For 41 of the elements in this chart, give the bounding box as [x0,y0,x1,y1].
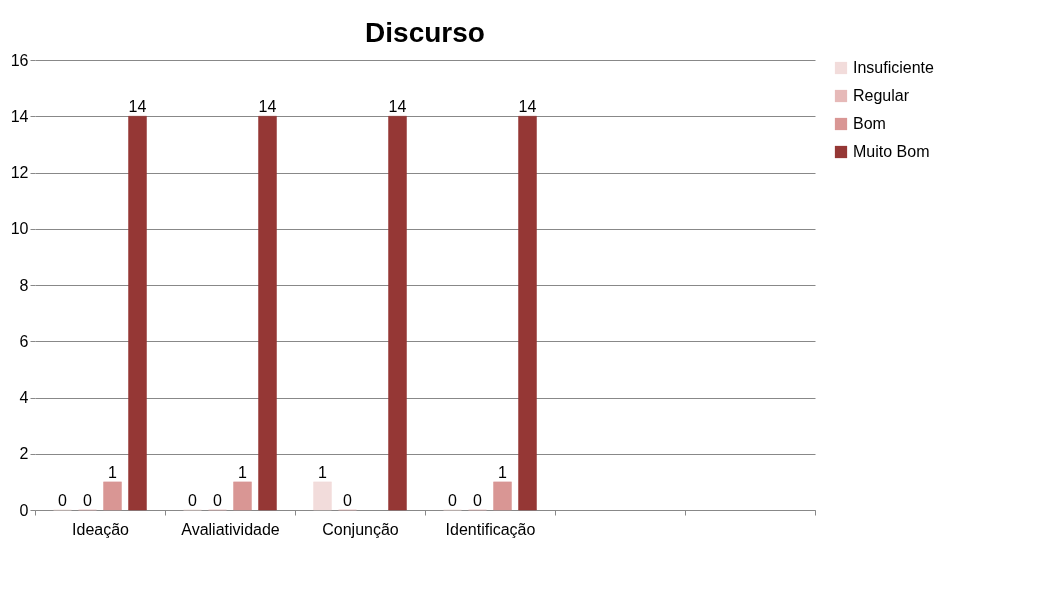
legend-label: Insuficiente [853,59,935,76]
data-label: 0 [343,492,353,509]
data-label: 14 [518,98,537,116]
data-label: 0 [448,492,458,509]
y-tick-label: 2 [19,445,29,463]
x-tick-label: Ideação [72,520,130,538]
y-tick-label: 0 [19,501,29,519]
chart-title: Discurso [365,17,485,48]
data-label: 0 [58,492,68,509]
bar [493,481,512,511]
y-tick-label: 8 [19,276,29,294]
bar [313,481,332,511]
legend-label: Bom [853,115,886,132]
bar [233,481,252,511]
y-tick-label: 14 [10,107,29,125]
data-label: 0 [473,492,483,509]
data-label: 14 [388,98,407,116]
bar [518,116,537,511]
data-label: 1 [238,463,248,481]
y-tick-label: 6 [19,332,29,350]
data-label: 14 [258,98,277,116]
bar [258,116,277,511]
bar [128,116,147,511]
legend-label: Regular [853,87,910,104]
data-label: 14 [128,98,147,116]
y-tick-label: 16 [10,51,29,69]
bar [103,481,122,511]
data-label: 0 [83,492,93,509]
x-tick-label: Avaliatividade [181,520,280,538]
data-label: 1 [318,463,328,481]
data-label: 0 [213,492,223,509]
legend-label: Muito Bom [853,143,930,160]
data-label: 0 [188,492,198,509]
y-tick-label: 10 [10,220,29,238]
x-tick-label: Identificação [445,520,536,538]
data-label: 1 [498,463,508,481]
bar [388,116,407,511]
x-tick-label: Conjunção [322,520,399,538]
y-tick-label: 12 [10,164,29,181]
data-label: 1 [108,463,118,481]
y-tick-label: 4 [19,389,29,406]
